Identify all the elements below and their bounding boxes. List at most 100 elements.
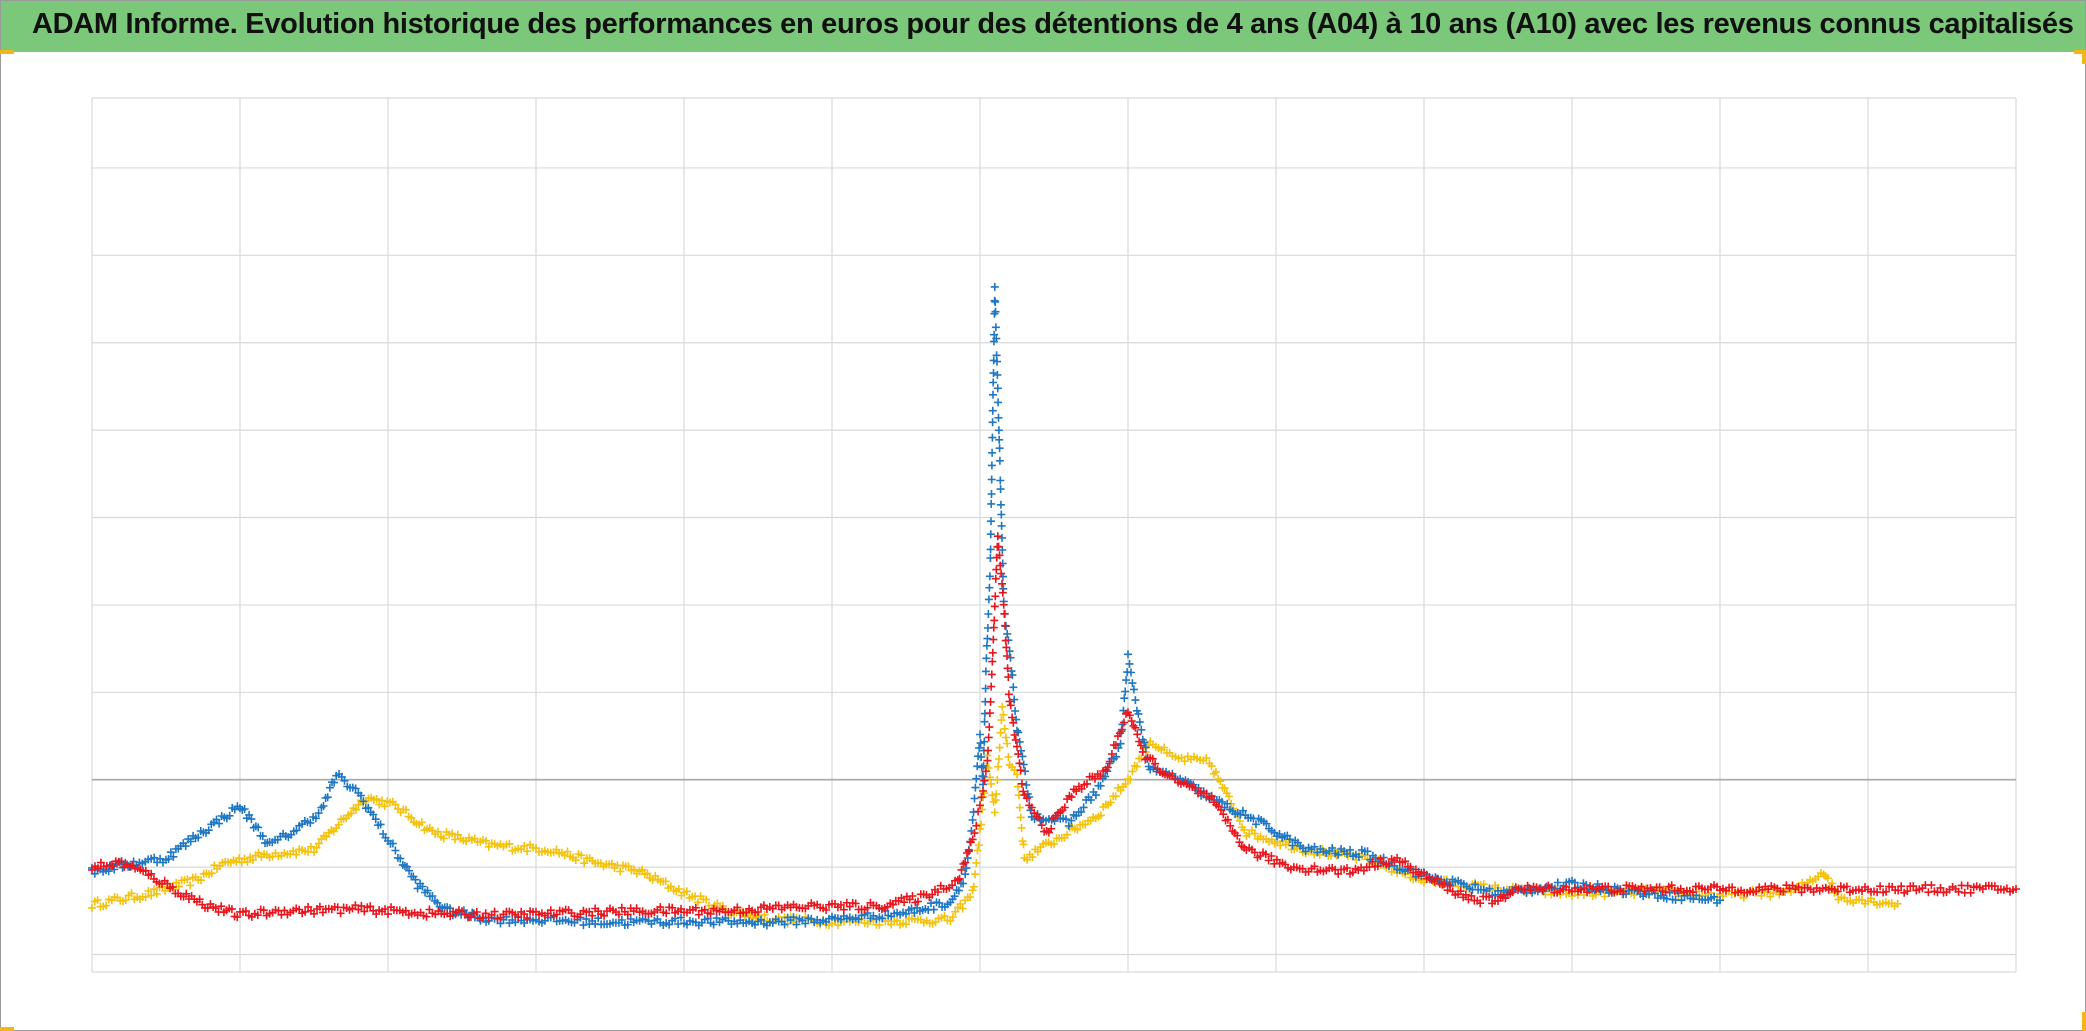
data-point bbox=[617, 916, 626, 924]
data-point bbox=[988, 418, 997, 427]
data-point bbox=[999, 600, 1008, 609]
data-point bbox=[953, 876, 962, 885]
data-point bbox=[643, 869, 652, 878]
data-point bbox=[1019, 760, 1028, 769]
data-point bbox=[1262, 819, 1271, 828]
data-point bbox=[984, 595, 993, 604]
data-point bbox=[999, 710, 1008, 719]
data-point bbox=[1073, 825, 1082, 834]
data-point bbox=[259, 906, 268, 915]
data-point bbox=[974, 807, 983, 816]
data-point bbox=[1876, 882, 1885, 891]
data-point bbox=[1121, 687, 1130, 696]
data-point bbox=[822, 906, 831, 914]
data-point bbox=[878, 914, 887, 923]
data-point bbox=[998, 702, 1007, 711]
data-point bbox=[607, 859, 616, 868]
data-point bbox=[997, 716, 1006, 725]
data-point bbox=[366, 902, 375, 911]
data-point bbox=[990, 616, 999, 625]
data-point bbox=[1963, 881, 1972, 890]
data-point bbox=[990, 808, 999, 817]
data-point bbox=[314, 839, 323, 848]
data-point bbox=[1091, 791, 1100, 800]
data-point bbox=[893, 916, 902, 925]
data-point bbox=[1223, 815, 1232, 824]
data-point bbox=[1328, 844, 1337, 852]
data-point bbox=[1833, 887, 1842, 896]
data-point bbox=[1019, 787, 1028, 796]
data-point bbox=[93, 896, 102, 905]
data-point bbox=[1485, 893, 1494, 901]
data-point bbox=[993, 532, 1002, 541]
data-point bbox=[195, 895, 204, 904]
data-point bbox=[951, 907, 960, 916]
data-point bbox=[780, 920, 789, 929]
data-point bbox=[1022, 781, 1031, 789]
data-point bbox=[1013, 770, 1021, 779]
chart-title: ADAM Informe. Evolution historique des p… bbox=[32, 8, 2074, 40]
data-point bbox=[975, 743, 984, 752]
data-point bbox=[1373, 862, 1382, 871]
series-3 bbox=[88, 532, 2020, 923]
data-point bbox=[163, 879, 172, 888]
data-point bbox=[851, 899, 860, 908]
data-point bbox=[1368, 857, 1377, 866]
data-point bbox=[1363, 847, 1372, 856]
data-point bbox=[1001, 733, 1010, 742]
data-point bbox=[1011, 735, 1020, 744]
data-point bbox=[439, 834, 448, 843]
data-point bbox=[661, 877, 670, 886]
data-point bbox=[935, 898, 944, 907]
data-point bbox=[987, 475, 996, 484]
data-point bbox=[1004, 690, 1013, 699]
data-point bbox=[1211, 767, 1220, 776]
data-point bbox=[976, 739, 985, 748]
data-point bbox=[1752, 887, 1761, 896]
data-point bbox=[1047, 824, 1056, 833]
data-point bbox=[995, 456, 1004, 465]
data-point bbox=[969, 882, 978, 891]
data-point bbox=[1716, 896, 1724, 905]
data-point bbox=[182, 889, 191, 898]
data-point bbox=[985, 572, 994, 581]
data-point bbox=[957, 865, 966, 874]
data-point bbox=[552, 845, 561, 854]
data-point bbox=[168, 883, 177, 892]
data-point bbox=[1127, 668, 1135, 677]
data-point bbox=[982, 641, 991, 650]
data-point bbox=[1924, 888, 1933, 897]
data-point bbox=[961, 870, 970, 879]
data-point bbox=[1797, 888, 1806, 897]
data-point bbox=[1936, 883, 1945, 892]
data-point bbox=[150, 885, 158, 894]
data-point bbox=[713, 899, 722, 908]
data-point bbox=[1927, 881, 1936, 890]
data-point bbox=[754, 908, 762, 916]
gridlines bbox=[91, 97, 2017, 973]
data-point bbox=[1494, 897, 1502, 905]
corner-marker-bottom-right bbox=[2082, 1012, 2086, 1031]
data-point bbox=[391, 800, 400, 809]
data-point bbox=[992, 790, 1001, 799]
data-point bbox=[989, 378, 998, 387]
data-point bbox=[1662, 894, 1671, 903]
data-point bbox=[248, 855, 257, 864]
data-point bbox=[104, 867, 113, 876]
data-point bbox=[1018, 752, 1027, 761]
data-point bbox=[1035, 813, 1044, 822]
data-point bbox=[991, 307, 1000, 316]
data-point bbox=[141, 866, 150, 875]
data-point bbox=[1903, 887, 1912, 896]
data-point bbox=[990, 602, 999, 611]
data-point bbox=[1138, 747, 1147, 756]
data-point bbox=[319, 802, 328, 810]
data-point bbox=[1433, 874, 1442, 883]
data-point bbox=[1117, 725, 1126, 734]
data-point bbox=[451, 835, 459, 844]
data-point bbox=[995, 435, 1004, 444]
data-point bbox=[204, 826, 213, 835]
data-point bbox=[970, 829, 979, 838]
data-point bbox=[1225, 792, 1233, 801]
